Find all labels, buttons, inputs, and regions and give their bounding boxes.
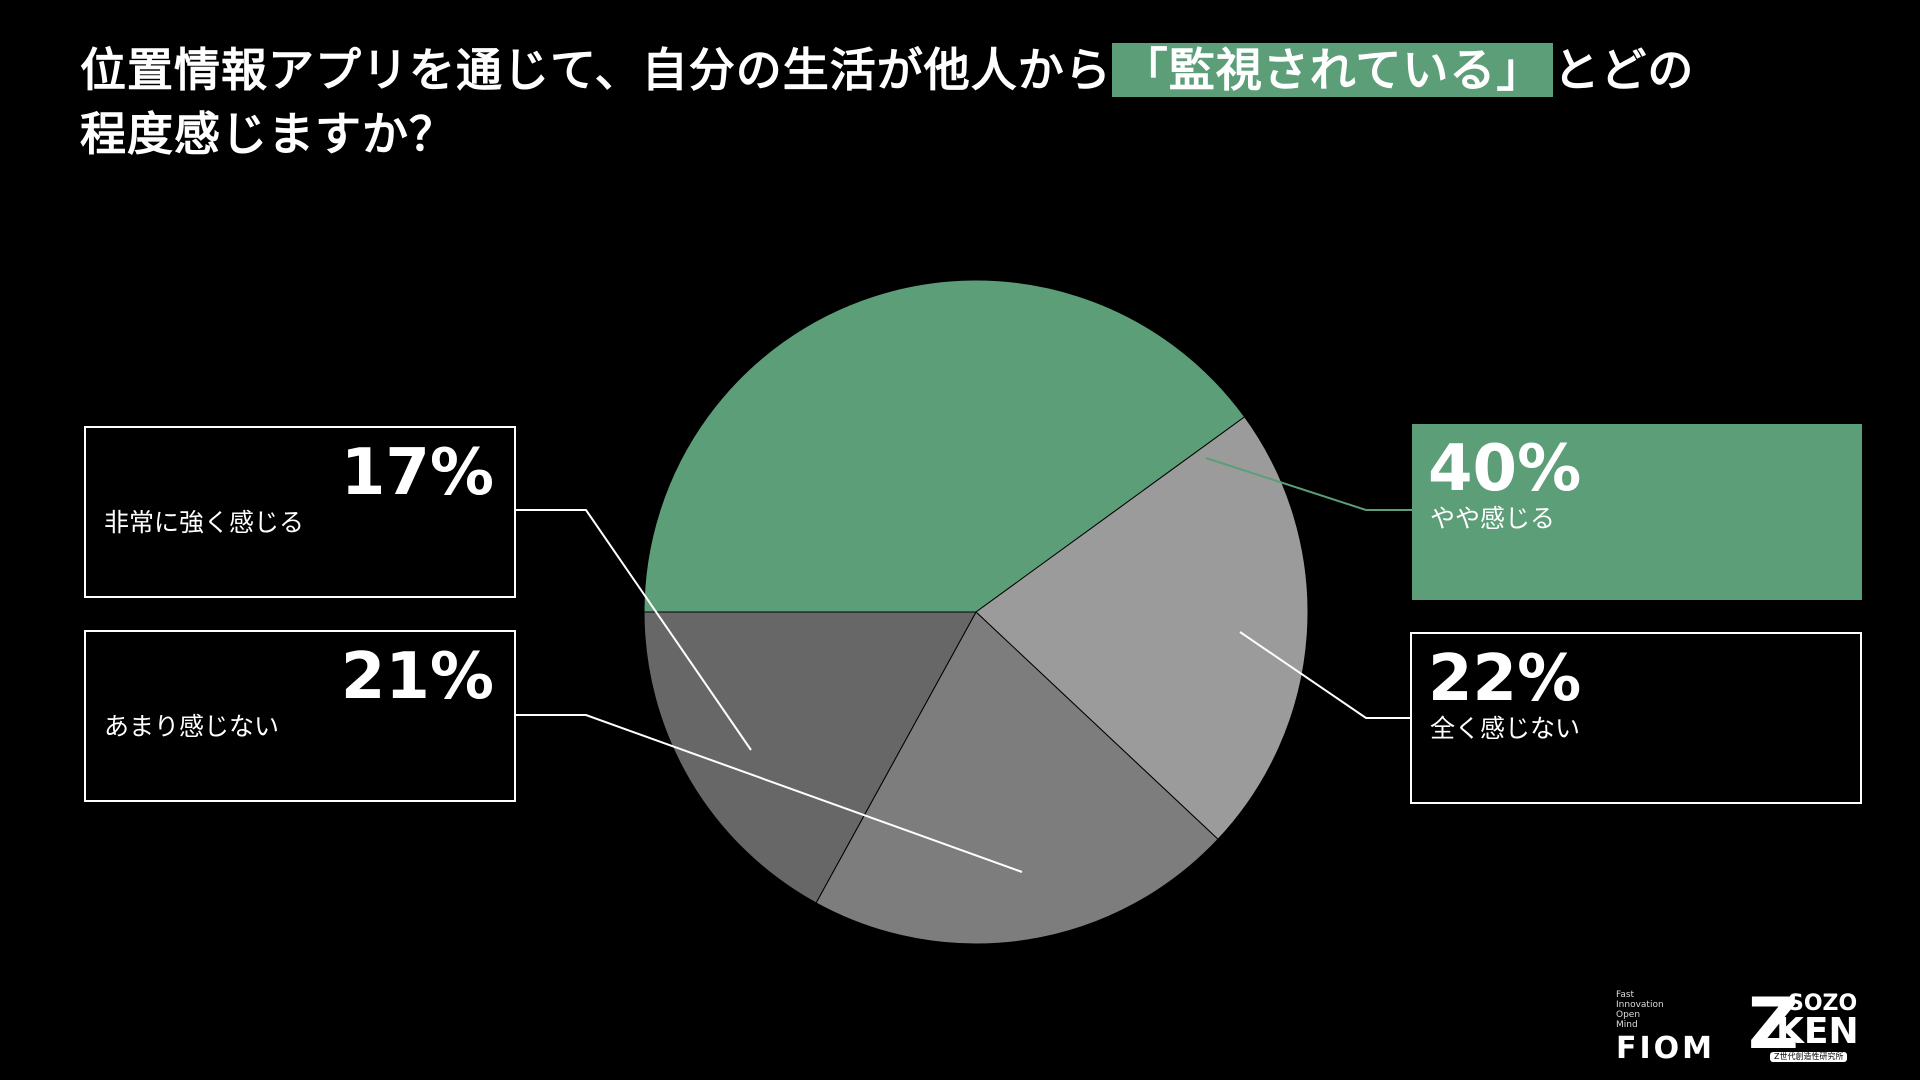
percent-very-strong: 17%: [340, 436, 494, 510]
percent-somewhat: 40%: [1428, 432, 1582, 506]
leader-line-very-strong: [516, 509, 752, 751]
slice-very-strong: [643, 611, 977, 904]
title-part-2: とどの: [1553, 43, 1695, 97]
percent-not-at-all: 22%: [1428, 642, 1582, 716]
percent-not-much: 21%: [340, 640, 494, 714]
zoken-z-mark: Z: [1748, 983, 1799, 1065]
title-part-1: 位置情報アプリを通じて、自分の生活が他人から: [80, 43, 1112, 97]
title-line-2: 程度感じますか？: [80, 107, 456, 161]
zoken-subtitle: Z世代創造性研究所: [1770, 1052, 1848, 1062]
zoken-sozo-text: SOZO: [1788, 991, 1858, 1016]
leader-line-somewhat: [1205, 457, 1412, 511]
sozo-ken-logo: Z SOZO KEN Z世代創造性研究所: [1748, 986, 1868, 1062]
chart-title: 位置情報アプリを通じて、自分の生活が他人から 「監視されている」 とどの 程度感じま…: [80, 38, 1780, 166]
label-box-not-much: 21% あまり感じない: [84, 630, 516, 802]
fiom-tagline-1: Fast: [1616, 990, 1635, 1000]
category-very-strong: 非常に強く感じる: [104, 508, 305, 537]
slice-not-much: [815, 611, 1219, 945]
category-not-much: あまり感じない: [104, 712, 280, 741]
fiom-tagline-4: Mind: [1616, 1020, 1638, 1030]
label-box-somewhat: 40% やや感じる: [1412, 424, 1862, 600]
fiom-logo: Fast Innovation Open Mind FIOM: [1616, 990, 1715, 1066]
slice-not-at-all: [975, 416, 1309, 840]
zoken-ken-text: KEN: [1776, 1011, 1859, 1052]
title-highlight: 「監視されている」: [1111, 43, 1554, 97]
fiom-tagline-3: Open: [1616, 1010, 1641, 1020]
leader-line-not-much: [516, 714, 1023, 873]
category-somewhat: やや感じる: [1430, 504, 1556, 533]
leader-line-not-at-all: [1239, 631, 1412, 719]
label-box-very-strong: 17% 非常に強く感じる: [84, 426, 516, 598]
fiom-tagline-2: Innovation: [1616, 1000, 1664, 1010]
category-not-at-all: 全く感じない: [1430, 714, 1581, 743]
label-box-not-at-all: 22% 全く感じない: [1410, 632, 1862, 804]
fiom-wordmark: FIOM: [1616, 1031, 1716, 1066]
slice-somewhat: [643, 279, 1246, 613]
